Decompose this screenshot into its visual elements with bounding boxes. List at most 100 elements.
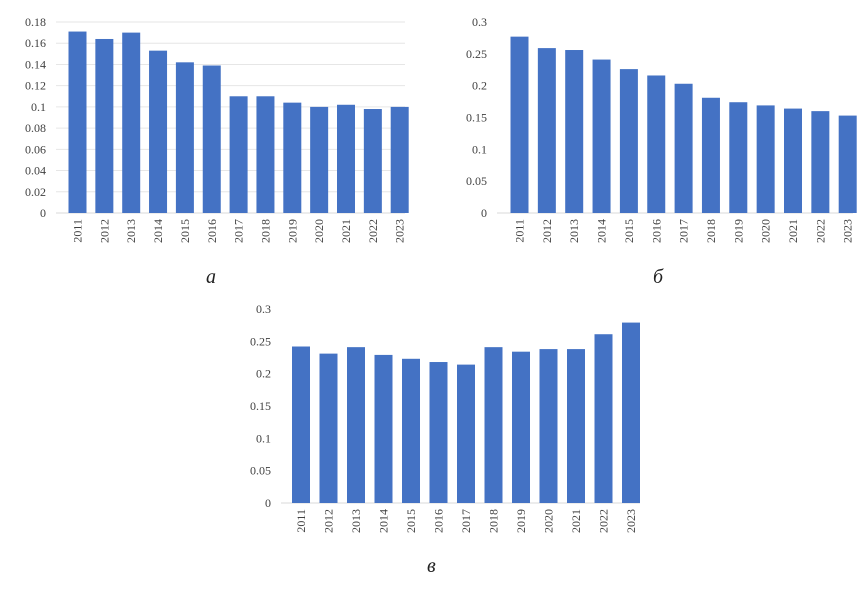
y-tick-label: 0.2 (472, 79, 487, 93)
bar (149, 50, 168, 214)
x-tick-label: 2022 (597, 509, 611, 533)
x-tick-label: 2021 (786, 219, 800, 243)
y-tick-label: 0.08 (25, 121, 46, 135)
x-tick-label: 2015 (622, 219, 636, 243)
x-tick-label: 2018 (487, 509, 501, 533)
y-tick-label: 0.15 (466, 111, 487, 125)
x-tick-label: 2011 (294, 509, 308, 533)
y-tick-label: 0.05 (466, 174, 487, 188)
y-tick-label: 0.06 (25, 142, 46, 156)
panel-label-b: б (653, 266, 664, 288)
bar (537, 48, 556, 213)
bar (512, 351, 530, 503)
x-tick-label: 2023 (841, 219, 855, 243)
bar (565, 50, 584, 213)
chart-panel-a: 0 0.02 0.04 0.06 0.08 0.1 0.12 0.14 0.16 0.18 2011… (0, 0, 420, 295)
x-tick-label: 2013 (124, 219, 138, 243)
y-tick-label: 0.14 (25, 57, 46, 71)
x-tick-label: 2011 (513, 219, 527, 243)
x-tick-label: 2018 (704, 219, 718, 243)
bar (229, 96, 248, 213)
y-tick-label: 0.12 (25, 79, 46, 93)
panel-label-c: в (427, 555, 436, 577)
x-tick-label: 2012 (322, 509, 336, 533)
x-tick-label: 2023 (393, 219, 407, 243)
x-tick-label: 2019 (285, 219, 299, 243)
x-tick-label: 2019 (731, 219, 745, 243)
y-tick-label: 0.25 (250, 334, 271, 348)
bar (592, 59, 611, 214)
x-tick-label: 2012 (97, 219, 111, 243)
bar (756, 105, 775, 213)
bar (319, 353, 338, 503)
bar (347, 347, 365, 503)
y-tick-label: 0 (40, 206, 46, 220)
y-tick-label: 0.25 (466, 47, 487, 61)
x-tick-label: 2020 (312, 219, 326, 243)
bar (202, 65, 221, 213)
bar (68, 31, 87, 213)
bar (784, 108, 802, 213)
bar (457, 364, 475, 503)
y-tick-label: 0.1 (472, 142, 487, 156)
y-tick-label: 0.3 (472, 15, 487, 29)
bar (374, 354, 393, 503)
y-tick-label: 0.18 (25, 15, 46, 29)
bar (390, 106, 409, 213)
x-tick-label: 2015 (404, 509, 418, 533)
bar (811, 111, 830, 213)
bar (729, 102, 748, 213)
x-tick-label: 2021 (569, 509, 583, 533)
bar (539, 349, 558, 503)
x-tick-label: 2018 (258, 219, 272, 243)
bar (674, 83, 693, 213)
bar (619, 69, 638, 213)
chart-b-svg: 0 0.05 0.1 0.15 0.2 0.25 0.3 2011 2012 2013 2014 20… (466, 15, 857, 243)
x-tick-label: 2022 (366, 219, 380, 243)
y-tick-label: 0.1 (256, 431, 271, 445)
x-tick-label: 2023 (624, 509, 638, 533)
bar (95, 38, 114, 213)
y-tick-label: 0.2 (256, 367, 271, 381)
x-tick-label: 2015 (178, 219, 192, 243)
y-tick-label: 0.3 (256, 302, 271, 316)
bar (363, 109, 382, 213)
x-tick-label: 2014 (151, 219, 165, 243)
y-tick-label: 0 (481, 206, 487, 220)
y-tick-label: 0.05 (250, 464, 271, 478)
x-tick-label: 2020 (542, 509, 556, 533)
y-tick-label: 0.15 (250, 399, 271, 413)
x-tick-label: 2012 (540, 219, 554, 243)
bar (283, 102, 302, 213)
x-tick-label: 2020 (759, 219, 773, 243)
panel-label-a: а (206, 266, 216, 288)
bar (292, 346, 310, 503)
x-tick-label: 2017 (232, 219, 246, 243)
x-tick-label: 2017 (459, 509, 473, 533)
x-tick-label: 2016 (205, 219, 219, 243)
bar (567, 349, 585, 503)
bar (402, 358, 420, 503)
x-tick-label: 2017 (677, 219, 691, 243)
chart-panel-c: 0 0.05 0.1 0.15 0.2 0.25 0.3 2011 2012 2013 2014 20… (215, 295, 650, 592)
x-tick-label: 2022 (813, 219, 827, 243)
chart-c-svg: 0 0.05 0.1 0.15 0.2 0.25 0.3 2011 2012 2013 2014 20… (250, 302, 640, 533)
bar (256, 96, 275, 213)
bar (838, 115, 857, 213)
x-tick-label: 2016 (432, 509, 446, 533)
bar (594, 334, 613, 503)
x-tick-label: 2014 (595, 219, 609, 243)
x-tick-label: 2013 (567, 219, 581, 243)
x-tick-label: 2013 (349, 509, 363, 533)
chart-panel-b: 0 0.05 0.1 0.15 0.2 0.25 0.3 2011 2012 2013 2014 20… (440, 0, 867, 295)
bar (510, 36, 529, 213)
y-tick-label: 0.04 (25, 164, 46, 178)
x-tick-label: 2011 (71, 219, 85, 243)
y-tick-label: 0.1 (31, 100, 46, 114)
bar (337, 104, 355, 213)
x-tick-label: 2014 (377, 509, 391, 533)
bar (622, 322, 640, 503)
bar (122, 32, 141, 213)
y-tick-label: 0 (265, 496, 271, 510)
bar (175, 62, 194, 214)
